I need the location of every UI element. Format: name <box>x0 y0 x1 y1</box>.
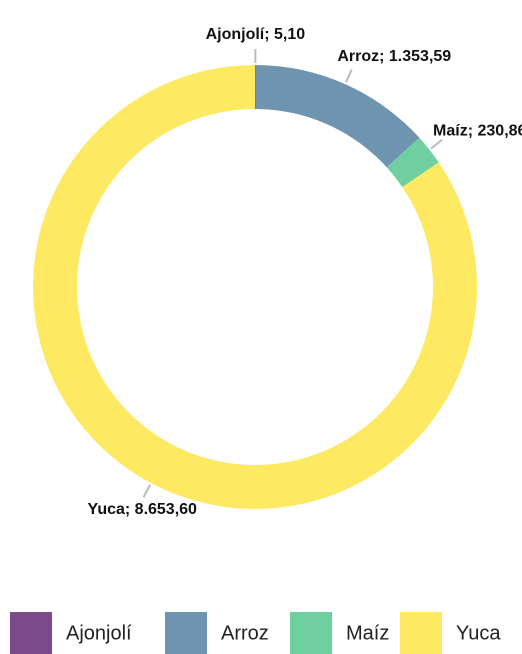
leader-line <box>430 139 443 150</box>
data-label: Arroz; 1.353,59 <box>337 48 451 65</box>
legend-swatch <box>165 612 207 654</box>
leader-line <box>142 484 151 498</box>
legend-swatch <box>10 612 52 654</box>
donut-slice <box>255 65 420 168</box>
legend-swatch <box>400 612 442 654</box>
legend-label: Ajonjolí <box>66 622 132 644</box>
legend-swatch <box>290 612 332 654</box>
legend-label: Maíz <box>346 622 389 644</box>
donut-slice <box>386 137 439 188</box>
legend-label: Arroz <box>221 622 269 644</box>
legend-label: Yuca <box>456 622 501 644</box>
donut-slice <box>255 65 256 110</box>
data-label: Ajonjolí; 5,10 <box>206 26 306 43</box>
data-label: Maíz; 230,86 <box>433 122 522 139</box>
data-label: Yuca; 8.653,60 <box>88 501 198 518</box>
leader-line <box>345 69 353 83</box>
